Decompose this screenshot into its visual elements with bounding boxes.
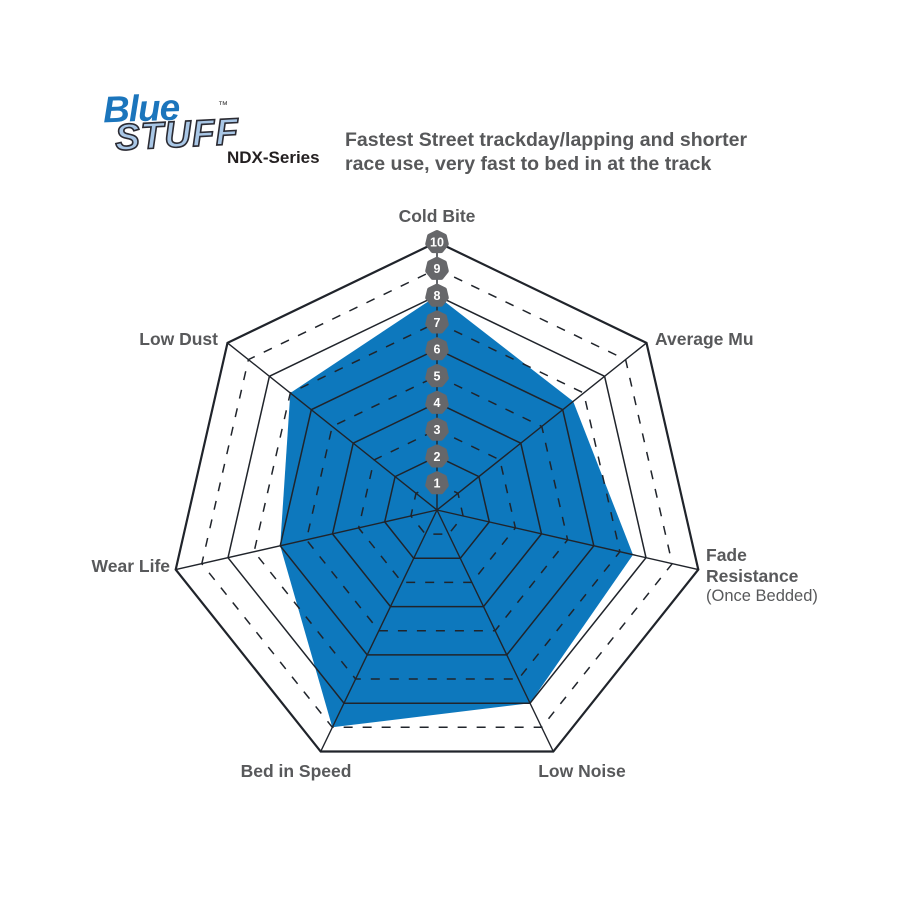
radar-data-polygon	[280, 295, 633, 728]
axis-label-low-dust: Low Dust	[139, 329, 218, 349]
radar-grid-ring-5	[305, 375, 569, 632]
radar-spoke	[436, 509, 699, 571]
scale-badge-label-5: 5	[434, 369, 441, 383]
scale-badge-label-1: 1	[434, 477, 441, 491]
axis-label-average-mu: Average Mu	[655, 329, 754, 349]
radar-grid-ring-3	[357, 428, 517, 584]
radar-spoke	[320, 509, 438, 752]
scale-badge-4	[425, 390, 449, 414]
scale-badge-2	[425, 444, 449, 468]
scale-badge-7	[425, 310, 449, 334]
scale-badge-label-4: 4	[434, 396, 441, 410]
radar-grid-ring-10	[174, 240, 700, 753]
axis-label-fade-line2: Resistance	[706, 565, 799, 586]
scale-badge-label-10: 10	[430, 235, 444, 249]
radar-grid-ring-6	[279, 348, 595, 656]
axis-label-bed-in-speed: Bed in Speed	[240, 761, 352, 781]
scale-badge-9	[425, 256, 449, 280]
scale-badge-5	[425, 364, 449, 388]
scale-badge-label-9: 9	[434, 262, 441, 276]
scale-badge-3	[425, 417, 449, 441]
trademark-symbol: ™	[218, 100, 228, 111]
axis-label-low-noise: Low Noise	[538, 761, 626, 781]
radar-spoke	[175, 509, 438, 571]
axis-label-fade-line1: Fade	[706, 545, 747, 565]
scale-badge-label-3: 3	[434, 423, 441, 437]
logo-word-stuff: STUFF	[113, 110, 241, 159]
product-description: Fastest Street trackday/lapping and shor…	[345, 128, 747, 176]
axis-label-cold-bite: Cold Bite	[398, 206, 476, 226]
radar-grid-ring-8	[227, 294, 647, 704]
scale-badge-1	[425, 471, 449, 495]
radar-grid-ring-2	[383, 455, 491, 560]
radar-spoke	[436, 342, 647, 511]
scale-badge-label-7: 7	[434, 316, 441, 330]
radar-grid-ring-4	[331, 401, 543, 608]
radar-grid-ring-9	[200, 267, 674, 729]
product-description-line1: Fastest Street trackday/lapping and shor…	[345, 129, 748, 151]
brand-logo: Blue ™ STUFF NDX-Series	[85, 87, 355, 188]
scale-badge-8	[425, 283, 449, 307]
product-description-line2: race use, very fast to bed in at the tra…	[345, 153, 712, 175]
scale-badge-label-6: 6	[434, 343, 441, 357]
axis-label-wear-life: Wear Life	[91, 556, 170, 576]
radar-spoke	[436, 509, 554, 752]
radar-spoke	[227, 342, 438, 511]
logo-series-name: NDX-Series	[227, 148, 320, 167]
scale-badge-label-8: 8	[434, 289, 441, 303]
scale-badge-10	[425, 230, 449, 254]
axis-label-fade-resistance: Fade Resistance (Once Bedded)	[706, 545, 818, 607]
axis-label-fade-line3: (Once Bedded)	[706, 587, 818, 605]
scale-badge-label-2: 2	[434, 450, 441, 464]
scale-badge-6	[425, 337, 449, 361]
radar-grid-ring-1	[410, 482, 464, 535]
